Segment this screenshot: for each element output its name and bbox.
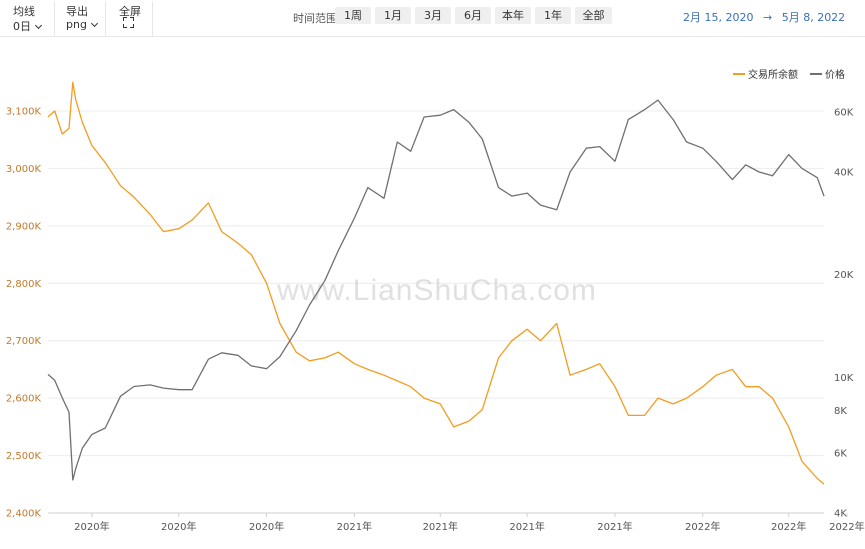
export-format-select[interactable]: png — [66, 18, 98, 31]
left-axis-tick: 2,900K — [6, 221, 42, 232]
left-axis-tick: 2,600K — [6, 394, 42, 405]
chevron-down-icon — [34, 21, 43, 30]
date-range-start[interactable]: 2月 15, 2020 — [683, 11, 754, 24]
right-y-axis: 4K 6K 8K 10K 20K 40K 60K — [834, 108, 854, 520]
x-axis-tick: 2021年 — [597, 520, 632, 533]
watermark: www.LianShuCha.com — [276, 274, 597, 307]
legend-price-label[interactable]: 价格 — [825, 68, 845, 81]
moving-average-label: 均线 — [13, 5, 35, 18]
right-axis-tick: 20K — [834, 270, 854, 281]
left-axis-tick: 3,100K — [6, 107, 42, 118]
range-button-6m[interactable]: 6月 — [455, 7, 491, 24]
left-axis-tick: 2,500K — [6, 451, 42, 462]
fullscreen-label: 全屏 — [119, 5, 141, 18]
chart-toolbar: 均线 0日 导出 png 全屏 时间范围 1周 1月 3月 6月 本年 1年 全… — [0, 0, 865, 37]
exchange-balance-price-chart: www.LianShuCha.com 2,400K 2,500K 2,600K 2,7… — [6, 68, 865, 533]
date-range-end[interactable]: 5月 8, 2022 — [781, 11, 846, 24]
time-range-label: 时间范围 — [293, 12, 337, 25]
right-axis-tick: 60K — [834, 108, 854, 119]
date-range[interactable]: 2月 15, 2020 → 5月 8, 2022 — [683, 9, 845, 25]
left-axis-tick: 2,700K — [6, 336, 42, 347]
x-axis-tick: 2020年 — [249, 520, 284, 533]
fullscreen-icon[interactable] — [123, 17, 134, 28]
right-axis-tick: 6K — [834, 448, 847, 459]
x-axis-tick: 2021年 — [423, 520, 458, 533]
right-axis-tick: 4K — [834, 509, 847, 520]
left-axis-tick: 2,400K — [6, 509, 42, 520]
export-label: 导出 — [66, 5, 88, 18]
x-axis-tick: 2020年 — [161, 520, 196, 533]
x-axis-tick: 2020年 — [74, 520, 109, 533]
left-axis-tick: 2,800K — [6, 279, 42, 290]
series-lines — [47, 81, 825, 485]
grid-lines — [48, 110, 824, 514]
date-range-arrow: → — [762, 11, 773, 24]
export-control[interactable]: 导出 png — [54, 2, 106, 36]
moving-average-value: 0日 — [13, 20, 31, 33]
moving-average-control[interactable]: 均线 0日 — [0, 2, 55, 36]
right-axis-tick: 10K — [834, 373, 854, 384]
range-button-3m[interactable]: 3月 — [415, 7, 451, 24]
fullscreen-control[interactable]: 全屏 — [105, 2, 153, 36]
range-button-all[interactable]: 全部 — [575, 7, 612, 24]
range-button-1w[interactable]: 1周 — [335, 7, 371, 24]
left-axis-tick: 3,000K — [6, 164, 42, 175]
series-line-price[interactable] — [47, 99, 825, 481]
series-line-balance[interactable] — [47, 81, 825, 485]
range-button-1y[interactable]: 1年 — [535, 7, 571, 24]
x-axis-tick: 2021年 — [509, 520, 544, 533]
x-axis-tick: 2022年 — [829, 520, 864, 533]
right-axis-tick: 8K — [834, 406, 847, 417]
x-axis-tick: 2022年 — [771, 520, 806, 533]
range-button-ytd[interactable]: 本年 — [495, 7, 531, 24]
legend-balance-label[interactable]: 交易所余额 — [748, 68, 798, 81]
chevron-down-icon — [90, 19, 98, 28]
x-axis-tick: 2022年 — [685, 520, 720, 533]
left-y-axis: 2,400K 2,500K 2,600K 2,700K 2,800K 2,900K 3,00… — [6, 107, 42, 520]
range-button-1m[interactable]: 1月 — [375, 7, 411, 24]
moving-average-select[interactable]: 0日 — [13, 18, 43, 34]
chart-legend[interactable]: 交易所余额 价格 — [733, 68, 845, 81]
x-axis-tick: 2021年 — [337, 520, 372, 533]
right-axis-tick: 40K — [834, 168, 854, 179]
export-format-value: png — [66, 18, 87, 31]
x-axis: 2020年 2020年 2020年 2021年 2021年 2021年 2021年 2022年… — [48, 512, 865, 533]
